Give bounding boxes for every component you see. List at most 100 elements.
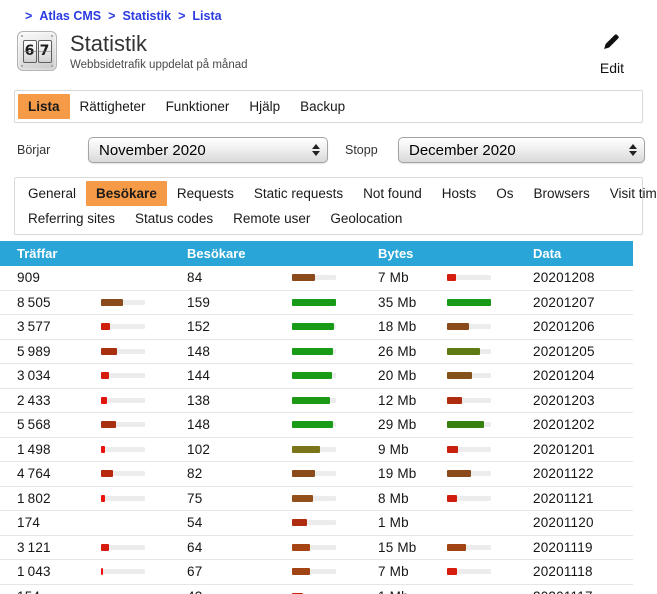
besokare-value: 159 xyxy=(187,295,292,310)
bar-track xyxy=(101,300,145,305)
bytes-bar xyxy=(447,471,533,476)
traffar-value: 3 034 xyxy=(17,368,101,383)
tab-r-ttigheter[interactable]: Rättigheter xyxy=(70,94,156,119)
bar-fill xyxy=(447,495,457,502)
edit-button-label: Edit xyxy=(600,60,624,76)
bar-fill xyxy=(292,299,336,306)
select-stepper-icon xyxy=(629,144,637,156)
tab-browsers[interactable]: Browsers xyxy=(524,181,600,206)
breadcrumb: >Atlas CMS>Statistik>Lista xyxy=(0,0,657,23)
tab-not-found[interactable]: Not found xyxy=(353,181,432,206)
bar-fill xyxy=(447,348,480,355)
bar-track xyxy=(447,373,491,378)
tab-funktioner[interactable]: Funktioner xyxy=(156,94,240,119)
statistics-page: >Atlas CMS>Statistik>Lista 6 7 Statistik… xyxy=(0,0,657,594)
besokare-bar xyxy=(292,569,378,574)
table-body: 909 84 7 Mb 20201208 8 505 159 35 Mb 202… xyxy=(0,266,633,594)
table-row: 3 034 144 20 Mb 20201204 xyxy=(0,364,633,389)
counter-digit: 6 xyxy=(23,40,37,63)
breadcrumb-link-statistik[interactable]: Statistik xyxy=(122,9,171,23)
tab-status-codes[interactable]: Status codes xyxy=(125,206,223,231)
breadcrumb-link-lista[interactable]: Lista xyxy=(192,9,221,23)
tab-lista[interactable]: Lista xyxy=(18,94,70,119)
table-row: 1 802 75 8 Mb 20201121 xyxy=(0,487,633,512)
tab-general[interactable]: General xyxy=(18,181,86,206)
tab-hosts[interactable]: Hosts xyxy=(432,181,487,206)
bar-fill xyxy=(292,495,313,502)
tab-requests[interactable]: Requests xyxy=(167,181,244,206)
bar-fill xyxy=(447,446,458,453)
bytes-bar xyxy=(447,275,533,280)
tab-bes-kare[interactable]: Besökare xyxy=(86,181,167,206)
traffar-bar xyxy=(101,422,187,427)
traffar-value: 174 xyxy=(17,515,101,530)
breadcrumb-separator: > xyxy=(108,9,115,23)
bar-fill xyxy=(292,421,333,428)
tab-static-requests[interactable]: Static requests xyxy=(244,181,353,206)
bar-track xyxy=(292,373,336,378)
tab-backup[interactable]: Backup xyxy=(290,94,355,119)
bar-track xyxy=(292,471,336,476)
bar-track xyxy=(447,569,491,574)
bar-track xyxy=(101,324,145,329)
date-value: 20201208 xyxy=(533,270,633,285)
bytes-bar xyxy=(447,300,533,305)
bar-track xyxy=(292,520,336,525)
bar-track xyxy=(292,569,336,574)
besokare-value: 64 xyxy=(187,540,292,555)
date-value: 20201117 xyxy=(533,589,633,594)
breadcrumb-separator: > xyxy=(25,9,32,23)
bar-track xyxy=(447,422,491,427)
bar-track xyxy=(292,275,336,280)
bytes-value: 7 Mb xyxy=(378,270,447,285)
bytes-bar xyxy=(447,373,533,378)
table-row: 1 043 67 7 Mb 20201118 xyxy=(0,560,633,585)
bar-fill xyxy=(292,446,320,453)
table-row: 5 568 148 29 Mb 20201202 xyxy=(0,413,633,438)
screw-dot-icon xyxy=(51,65,53,67)
bar-fill xyxy=(292,568,310,575)
bar-fill xyxy=(292,519,307,526)
date-value: 20201207 xyxy=(533,295,633,310)
besokare-bar xyxy=(292,545,378,550)
screw-dot-icon xyxy=(21,65,23,67)
bytes-value: 12 Mb xyxy=(378,393,447,408)
bar-fill xyxy=(101,544,109,551)
tab-referring-sites[interactable]: Referring sites xyxy=(18,206,125,231)
traffar-bar xyxy=(101,349,187,354)
besokare-bar xyxy=(292,373,378,378)
bytes-bar xyxy=(447,398,533,403)
bar-fill xyxy=(101,397,107,404)
date-value: 20201120 xyxy=(533,515,633,530)
bar-fill xyxy=(292,544,310,551)
traffar-bar xyxy=(101,545,187,550)
bar-fill xyxy=(292,348,333,355)
breadcrumb-link-atlas-cms[interactable]: Atlas CMS xyxy=(39,9,101,23)
date-value: 20201118 xyxy=(533,564,633,579)
tab-hj-lp[interactable]: Hjälp xyxy=(239,94,290,119)
bytes-value: 19 Mb xyxy=(378,466,447,481)
table-row: 8 505 159 35 Mb 20201207 xyxy=(0,291,633,316)
besokare-bar xyxy=(292,275,378,280)
tab-geolocation[interactable]: Geolocation xyxy=(320,206,412,231)
stats-tabbar: GeneralBesökareRequestsStatic requestsNo… xyxy=(14,177,643,235)
start-month-select[interactable]: November 2020 xyxy=(88,137,328,163)
date-value: 20201205 xyxy=(533,344,633,359)
tab-os[interactable]: Os xyxy=(486,181,523,206)
besokare-value: 82 xyxy=(187,466,292,481)
stats-table: Träffar Besökare Bytes Data 909 84 7 Mb … xyxy=(0,241,633,594)
edit-button[interactable]: Edit xyxy=(600,31,624,76)
bar-track xyxy=(292,422,336,427)
bytes-value: 9 Mb xyxy=(378,442,447,457)
stop-month-select[interactable]: December 2020 xyxy=(398,137,645,163)
bar-fill xyxy=(101,421,116,428)
tab-visit-time[interactable]: Visit time xyxy=(600,181,657,206)
besokare-bar xyxy=(292,422,378,427)
bar-track xyxy=(447,496,491,501)
bar-track xyxy=(292,398,336,403)
bar-track xyxy=(447,545,491,550)
start-month-value: November 2020 xyxy=(99,142,312,159)
tab-remote-user[interactable]: Remote user xyxy=(223,206,320,231)
besokare-bar xyxy=(292,398,378,403)
besokare-bar xyxy=(292,300,378,305)
